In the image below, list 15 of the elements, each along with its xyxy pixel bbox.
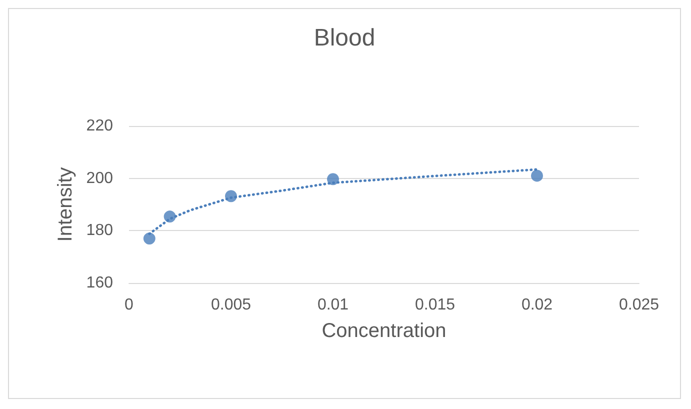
x-tick-label: 0.01 bbox=[317, 296, 349, 314]
y-tick-label: 200 bbox=[86, 170, 114, 187]
x-axis-title: Concentration bbox=[322, 320, 446, 342]
x-tick-label: 0.015 bbox=[414, 296, 456, 314]
chart-title: Blood bbox=[314, 24, 376, 52]
y-axis-title: Intensity bbox=[54, 167, 76, 242]
x-tick-label: 0.025 bbox=[618, 296, 660, 314]
y-tick-label: 220 bbox=[86, 118, 114, 134]
y-tick-label: 180 bbox=[86, 222, 114, 240]
point bbox=[531, 170, 543, 182]
x-tick-label: 0.005 bbox=[210, 296, 252, 314]
y-tick-label: 160 bbox=[86, 274, 114, 292]
x-tick-label: 0.02 bbox=[521, 296, 553, 314]
x-tick-label: 0 bbox=[124, 296, 134, 314]
point bbox=[143, 232, 156, 245]
